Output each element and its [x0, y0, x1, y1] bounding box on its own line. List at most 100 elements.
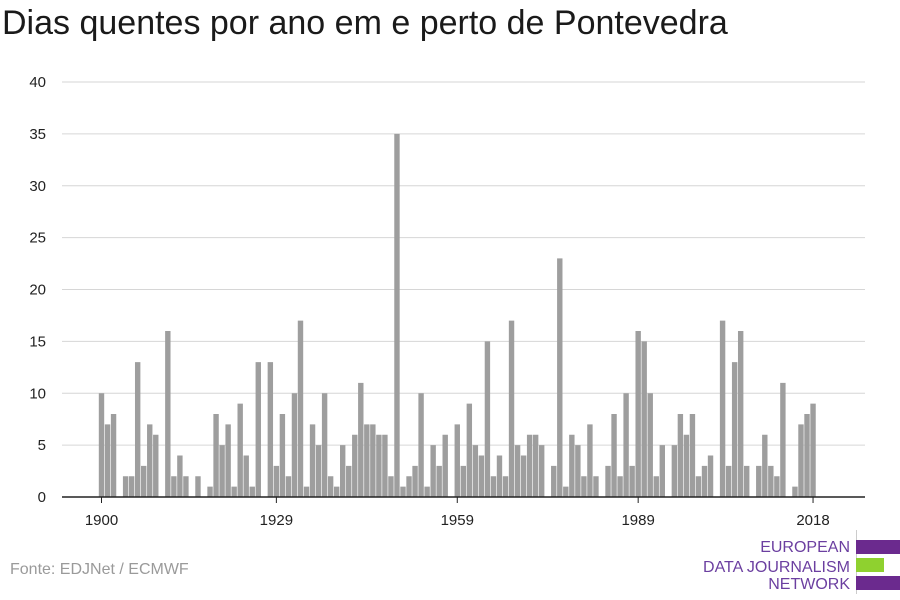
bar-1950 [400, 486, 406, 498]
bar-2000 [701, 465, 708, 498]
bar-1964 [484, 341, 491, 498]
bar-1904 [122, 476, 129, 497]
edjnet-logo: EUROPEAN DATA JOURNALISM NETWORK [700, 530, 900, 600]
bar-1939 [333, 486, 340, 498]
bar-1924 [243, 455, 249, 497]
grid-lines [62, 81, 865, 446]
bar-2004 [725, 465, 732, 498]
x-axis-ticks: 1900 1929 1959 1989 2018 [85, 497, 830, 529]
chart-title: Dias quentes por ano em e perto de Ponte… [2, 4, 728, 42]
bar-2010 [762, 434, 768, 497]
bar-1954 [424, 486, 430, 498]
bar-1937 [321, 393, 328, 497]
bar-2003 [719, 320, 726, 498]
bar-2011 [768, 465, 774, 498]
bar-1995 [671, 445, 678, 498]
bar-1959 [454, 424, 460, 498]
logo-bar-purple-bottom [856, 576, 900, 590]
bar-1942 [352, 434, 358, 497]
bar-1990 [641, 341, 647, 498]
bar-1968 [508, 320, 515, 498]
bar-1951 [406, 476, 412, 497]
bar-1960 [460, 465, 466, 498]
bar-1973 [538, 445, 545, 498]
bar-1998 [689, 414, 696, 497]
bar-1978 [569, 434, 575, 497]
y-tick-label: 20 [29, 282, 46, 299]
bar-1984 [605, 465, 611, 498]
bar-1943 [358, 382, 364, 498]
bar-1946 [376, 434, 382, 497]
bar-1920 [219, 445, 225, 498]
bar-1934 [303, 486, 310, 498]
bar-1982 [593, 476, 599, 497]
bar-1912 [171, 476, 177, 497]
bar-1979 [575, 445, 581, 498]
bar-1901 [104, 424, 111, 498]
y-tick-label: 40 [29, 74, 46, 91]
bar-1996 [677, 414, 684, 497]
bar-1953 [418, 393, 424, 497]
bar-1914 [183, 476, 189, 497]
y-tick-label: 15 [29, 333, 46, 350]
bar-1935 [309, 424, 316, 498]
bar-1900 [98, 393, 105, 497]
x-tick-label: 1929 [260, 512, 293, 529]
bar-1947 [382, 434, 388, 497]
bar-1956 [436, 465, 442, 498]
bar-1961 [466, 403, 473, 498]
logo-bar-green [856, 558, 884, 572]
bar-2018 [810, 403, 816, 498]
x-tick-label: 1959 [441, 512, 474, 529]
bar-1971 [526, 434, 533, 497]
bar-1981 [587, 424, 593, 498]
logo-bar-purple-top [856, 540, 900, 554]
bar-1997 [683, 434, 690, 497]
bar-2005 [731, 362, 738, 498]
bar-2013 [780, 382, 786, 498]
bar-1941 [346, 465, 352, 498]
bar-1906 [134, 362, 141, 498]
bar-1926 [255, 362, 261, 498]
bar-2015 [792, 486, 798, 498]
bar-1930 [279, 414, 286, 497]
bar-1991 [647, 393, 653, 497]
bar-2012 [774, 476, 780, 497]
y-axis-ticks: 0 5 10 15 20 25 30 35 40 [29, 74, 46, 506]
bar-1923 [237, 403, 243, 498]
bar-1963 [478, 455, 485, 497]
bar-1955 [430, 445, 436, 498]
bar-2016 [798, 424, 804, 498]
bar-1989 [635, 331, 641, 497]
bar-1919 [213, 414, 219, 497]
bar-1908 [147, 424, 153, 498]
bar-1992 [653, 476, 659, 497]
bar-1988 [629, 465, 635, 498]
bar-1921 [225, 424, 231, 498]
source-note: Fonte: EDJNet / ECMWF [10, 561, 189, 578]
bar-1933 [297, 320, 304, 498]
logo-line-3: NETWORK [768, 576, 850, 593]
bar-1975 [551, 465, 557, 498]
bar-1993 [659, 445, 665, 498]
bar-1986 [617, 476, 623, 497]
bar-2001 [707, 455, 714, 497]
bar-1905 [128, 476, 135, 497]
bar-1976 [557, 258, 563, 498]
bar-1985 [611, 414, 617, 497]
logo-line-1: EUROPEAN [760, 539, 850, 556]
bar-1916 [195, 476, 201, 497]
bar-1928 [267, 362, 274, 498]
x-tick-label: 1989 [621, 512, 654, 529]
bar-1962 [472, 445, 479, 498]
bar-1945 [370, 424, 376, 498]
bar-1969 [514, 445, 521, 498]
bar-1909 [153, 434, 159, 497]
y-tick-label: 35 [29, 126, 46, 143]
bar-1970 [520, 455, 527, 497]
bar-1980 [581, 476, 587, 497]
bar-1977 [563, 486, 569, 498]
bar-1972 [532, 434, 539, 497]
bar-1966 [496, 455, 503, 497]
